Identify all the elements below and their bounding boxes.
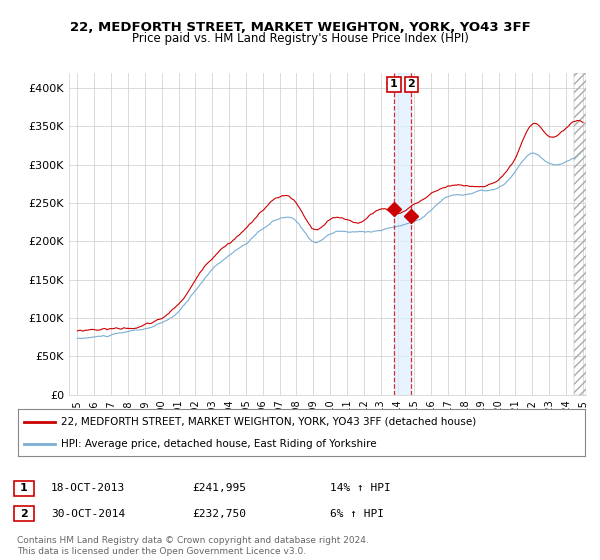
Text: 6% ↑ HPI: 6% ↑ HPI xyxy=(330,508,384,519)
Text: HPI: Average price, detached house, East Riding of Yorkshire: HPI: Average price, detached house, East… xyxy=(61,438,376,449)
Text: £241,995: £241,995 xyxy=(192,483,246,493)
Text: £232,750: £232,750 xyxy=(192,508,246,519)
Text: 14% ↑ HPI: 14% ↑ HPI xyxy=(330,483,391,493)
Text: 1: 1 xyxy=(390,80,398,89)
Text: 1: 1 xyxy=(20,483,28,493)
Text: 30-OCT-2014: 30-OCT-2014 xyxy=(51,508,125,519)
Text: 22, MEDFORTH STREET, MARKET WEIGHTON, YORK, YO43 3FF: 22, MEDFORTH STREET, MARKET WEIGHTON, YO… xyxy=(70,21,530,34)
Bar xyxy=(394,73,412,395)
Text: 22, MEDFORTH STREET, MARKET WEIGHTON, YORK, YO43 3FF (detached house): 22, MEDFORTH STREET, MARKET WEIGHTON, YO… xyxy=(61,417,476,427)
Text: Contains HM Land Registry data © Crown copyright and database right 2024.
This d: Contains HM Land Registry data © Crown c… xyxy=(17,536,368,556)
Text: 2: 2 xyxy=(20,508,28,519)
Text: Price paid vs. HM Land Registry's House Price Index (HPI): Price paid vs. HM Land Registry's House … xyxy=(131,32,469,45)
Text: 2: 2 xyxy=(407,80,415,89)
Text: 18-OCT-2013: 18-OCT-2013 xyxy=(51,483,125,493)
